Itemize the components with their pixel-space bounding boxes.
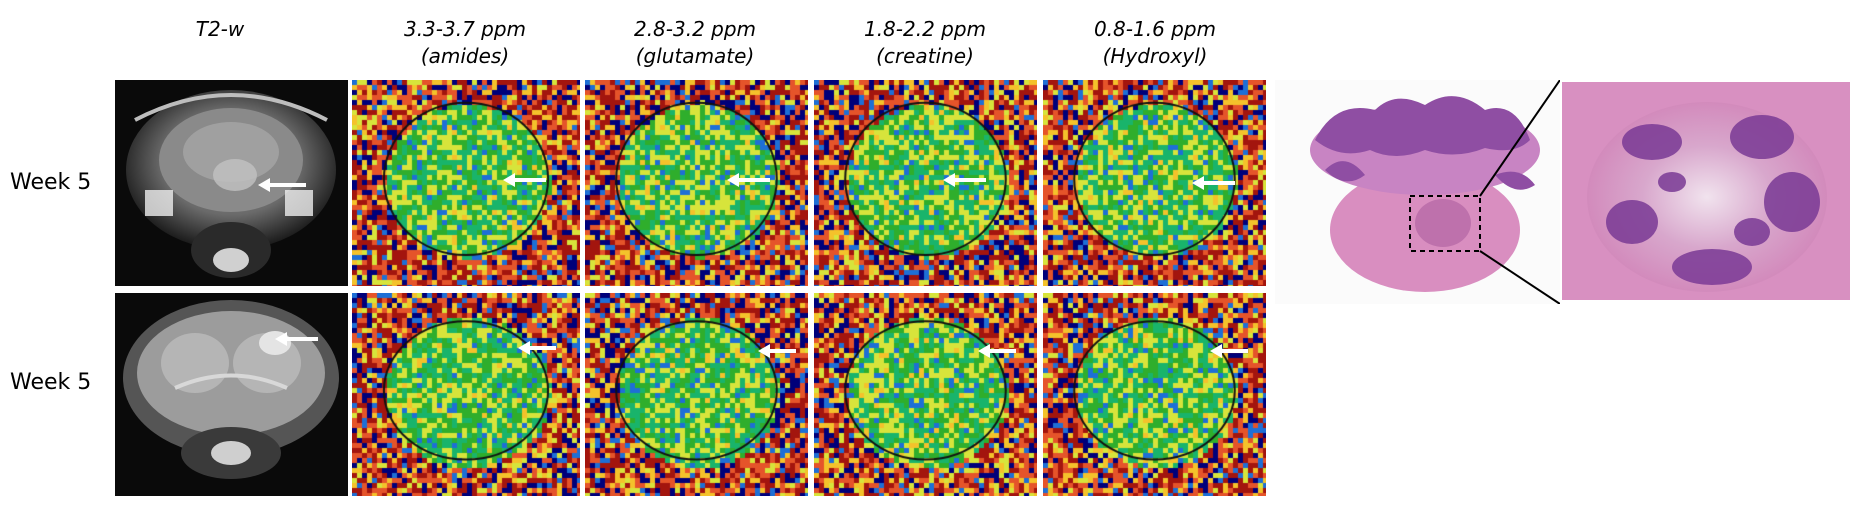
- cest-map-glutamate-row2: [585, 293, 808, 496]
- histology-overview: [1275, 80, 1560, 304]
- column-header-line2: (Hydroxyl): [1102, 44, 1208, 68]
- arrow-icon: [758, 344, 796, 358]
- column-header-hydroxyl: 0.8-1.6 ppm (Hydroxyl): [1040, 16, 1270, 70]
- arrow-icon: [1210, 344, 1248, 358]
- arrow-icon: [258, 178, 306, 192]
- column-header-t2w: T2-w: [120, 16, 320, 43]
- row-label-1: Week 5: [10, 170, 92, 195]
- column-header-glutamate: 2.8-3.2 ppm (glutamate): [580, 16, 810, 70]
- t2w-image-row1: [115, 80, 348, 286]
- column-header-line1: T2-w: [195, 17, 245, 41]
- arrow-icon: [275, 332, 318, 346]
- column-header-line1: 1.8-2.2 ppm: [863, 17, 987, 41]
- arrow-icon: [943, 173, 986, 187]
- column-header-amides: 3.3-3.7 ppm (amides): [350, 16, 580, 70]
- cest-map-glutamate-row1: [585, 80, 808, 286]
- cest-map-amides-row1: [352, 80, 580, 286]
- arrow-icon: [518, 341, 556, 355]
- column-header-line2: (amides): [420, 44, 510, 68]
- histology-zoom: [1562, 82, 1850, 300]
- cest-map-creatine-row2: [814, 293, 1037, 496]
- column-header-creatine: 1.8-2.2 ppm (creatine): [810, 16, 1040, 70]
- arrow-icon: [978, 344, 1016, 358]
- cest-map-amides-row2: [352, 293, 580, 496]
- arrow-icon: [727, 173, 770, 187]
- arrow-icon: [1192, 176, 1235, 190]
- column-header-line1: 2.8-3.2 ppm: [633, 17, 757, 41]
- column-header-line1: 3.3-3.7 ppm: [403, 17, 527, 41]
- row-label-2: Week 5: [10, 370, 92, 395]
- column-header-line2: (creatine): [876, 44, 974, 68]
- column-header-line2: (glutamate): [635, 44, 755, 68]
- t2w-image-row2: [115, 293, 348, 496]
- arrow-icon: [503, 173, 546, 187]
- column-header-line1: 0.8-1.6 ppm: [1093, 17, 1217, 41]
- cest-map-creatine-row1: [814, 80, 1037, 286]
- cest-map-hydroxyl-row2: [1043, 293, 1266, 496]
